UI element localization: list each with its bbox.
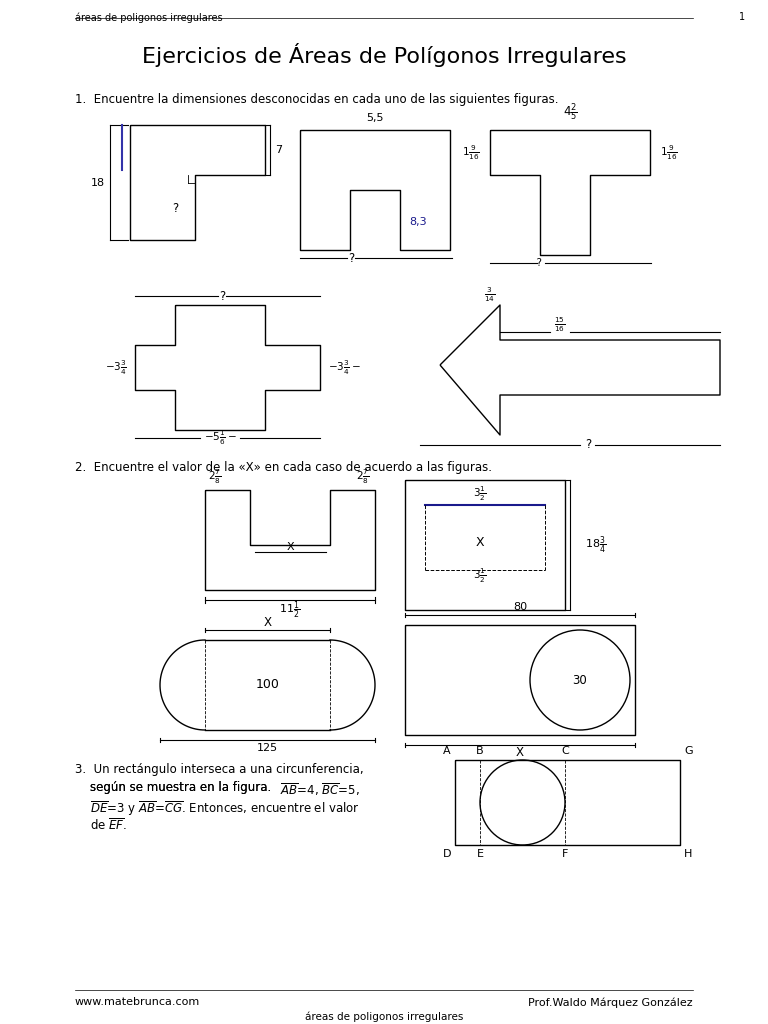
Text: áreas de poligonos irregulares: áreas de poligonos irregulares (75, 12, 223, 23)
Text: $\overline{DE}$=3 y $\overline{AB}$=$\overline{CG}$. Entonces, encuentre el valo: $\overline{DE}$=3 y $\overline{AB}$=$\ov… (90, 799, 359, 818)
Text: 100: 100 (256, 679, 280, 691)
Text: 8,3: 8,3 (409, 217, 427, 227)
Text: B: B (476, 746, 484, 756)
Text: 1: 1 (739, 12, 745, 22)
Text: $2\frac{7}{8}$: $2\frac{7}{8}$ (208, 468, 222, 486)
Text: $\frac{3}{14}$: $\frac{3}{14}$ (485, 286, 495, 304)
Text: $\overline{AB}$=4, $\overline{BC}$=5,: $\overline{AB}$=4, $\overline{BC}$=5, (280, 781, 359, 798)
Text: ?: ? (348, 252, 354, 264)
Text: ?: ? (585, 438, 591, 452)
Text: 3.  Un rectángulo interseca a una circunferencia,: 3. Un rectángulo interseca a una circunf… (75, 763, 363, 776)
Text: 5,5: 5,5 (366, 113, 384, 123)
Text: 1.  Encuentre la dimensiones desconocidas en cada uno de las siguientes figuras.: 1. Encuentre la dimensiones desconocidas… (75, 93, 558, 106)
Text: F: F (562, 849, 568, 859)
Text: $3\frac{1}{2}$: $3\frac{1}{2}$ (473, 566, 487, 586)
Text: ?: ? (219, 290, 225, 302)
Text: $11\frac{1}{2}$: $11\frac{1}{2}$ (280, 599, 300, 621)
Text: 125: 125 (257, 743, 278, 753)
Text: según se muestra en la figura.: según se muestra en la figura. (90, 781, 275, 794)
Text: 2.  Encuentre el valor de la «X» en cada caso de acuerdo a las figuras.: 2. Encuentre el valor de la «X» en cada … (75, 462, 492, 474)
Text: 7: 7 (275, 145, 282, 155)
Text: D: D (442, 849, 451, 859)
Text: áreas de poligonos irregulares: áreas de poligonos irregulares (305, 1012, 463, 1023)
Text: 80: 80 (513, 602, 527, 612)
Text: Ejercicios de Áreas de Polígonos Irregulares: Ejercicios de Áreas de Polígonos Irregul… (141, 43, 627, 67)
Text: según se muestra en la figura.: según se muestra en la figura. (90, 781, 279, 794)
Text: – ?  –: – ? – (528, 258, 554, 268)
Text: C: C (561, 746, 569, 756)
Text: $4\frac{2}{5}$: $4\frac{2}{5}$ (563, 101, 578, 123)
Text: www.matebrunca.com: www.matebrunca.com (75, 997, 200, 1007)
Text: E: E (476, 849, 484, 859)
Text: X: X (263, 616, 272, 630)
Text: A: A (443, 746, 451, 756)
Text: $1\frac{9}{16}$: $1\frac{9}{16}$ (660, 143, 678, 162)
Text: $2\frac{7}{8}$: $2\frac{7}{8}$ (356, 468, 369, 486)
Text: X: X (475, 537, 485, 550)
Text: H: H (684, 849, 693, 859)
Text: $-5\frac{1}{6}-$: $-5\frac{1}{6}-$ (204, 429, 237, 447)
Text: $18\frac{3}{4}$: $18\frac{3}{4}$ (585, 535, 606, 556)
Text: 30: 30 (573, 674, 588, 686)
Text: ?: ? (172, 202, 178, 214)
Text: $-3\frac{3}{4}-$: $-3\frac{3}{4}-$ (328, 358, 361, 377)
Text: $1\frac{9}{16}$: $1\frac{9}{16}$ (462, 143, 480, 162)
Text: $3\frac{1}{2}$: $3\frac{1}{2}$ (473, 484, 487, 503)
Text: 18: 18 (91, 178, 105, 188)
Text: $-3\frac{3}{4}$: $-3\frac{3}{4}$ (105, 358, 127, 377)
Text: Prof.Waldo Márquez González: Prof.Waldo Márquez González (528, 997, 693, 1008)
Text: G: G (684, 746, 693, 756)
Text: $\frac{15}{16}$: $\frac{15}{16}$ (554, 315, 565, 334)
Text: X: X (516, 746, 524, 760)
Text: de $\overline{EF}$.: de $\overline{EF}$. (90, 817, 127, 833)
Text: X: X (286, 542, 294, 552)
